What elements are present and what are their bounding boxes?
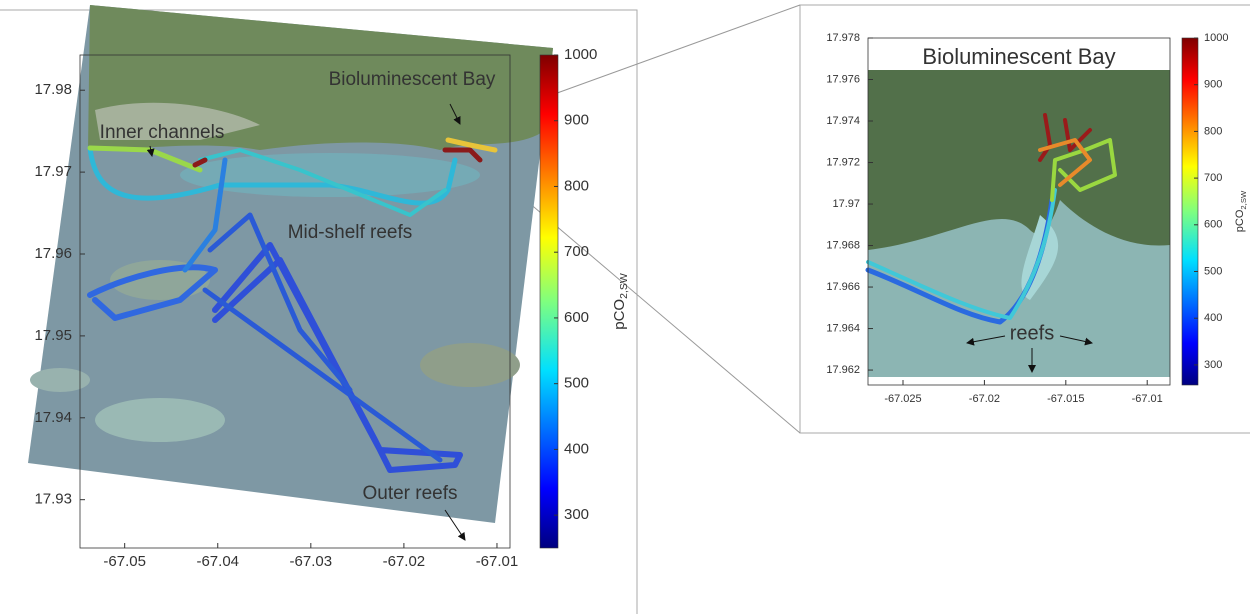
colorbar-tick-label: 400	[564, 440, 589, 457]
figure: -67.05 -67.04 -67.03 -67.02 -67.01 17.93 17.94…	[0, 0, 1250, 614]
colorbar	[1182, 38, 1198, 385]
y-tick-label: 17.93	[34, 491, 72, 508]
y-tick-label: 17.98	[34, 81, 72, 98]
colorbar-tick-label: 700	[1204, 172, 1222, 184]
colorbar-tick-label: 400	[1204, 312, 1222, 324]
x-tick-label: -67.02	[969, 393, 1000, 405]
y-tick-label: 17.95	[34, 327, 72, 344]
y-tick-label: 17.972	[826, 156, 860, 168]
colorbar-tick-label: 500	[1204, 265, 1222, 277]
annotation: Bioluminescent Bay	[329, 69, 496, 90]
colorbar-label-sub: 2,SW	[618, 273, 630, 299]
colorbar-tick-label: 1000	[564, 46, 597, 63]
y-tick-label: 17.94	[34, 409, 72, 426]
panel-title: Bioluminescent Bay	[922, 44, 1115, 69]
colorbar-tick-label: 800	[1204, 125, 1222, 137]
y-tick-label: 17.96	[34, 245, 72, 262]
x-tick-label: -67.025	[884, 393, 921, 405]
x-tick-label: -67.015	[1047, 393, 1084, 405]
colorbar-tick-label: 300	[1204, 359, 1222, 371]
colorbar-tick-label: 800	[564, 177, 589, 194]
colorbar-label: pCO2,SW	[1234, 190, 1248, 232]
x-tick-label: -67.02	[383, 553, 426, 570]
x-tick-label: -67.04	[196, 553, 239, 570]
colorbar-tick-label: 300	[564, 506, 589, 523]
annotation: Inner channels	[100, 122, 225, 143]
colorbar-tick-label: 900	[564, 112, 589, 129]
y-tick-label: 17.97	[34, 163, 72, 180]
y-tick-label: 17.962	[826, 364, 860, 376]
annotation: Mid-shelf reefs	[288, 222, 413, 243]
colorbar-tick-label: 700	[564, 243, 589, 260]
colorbar-tick-label: 900	[1204, 79, 1222, 91]
colorbar-label: pCO2,SW	[611, 273, 630, 330]
y-tick-label: 17.978	[826, 32, 860, 44]
x-tick-label: -67.03	[290, 553, 333, 570]
colorbar-label-sub: 2,SW	[1239, 190, 1248, 210]
y-tick-label: 17.976	[826, 73, 860, 85]
y-tick-label: 17.964	[826, 322, 860, 334]
colorbar-tick-label: 600	[564, 309, 589, 326]
colorbar-tick-label: 600	[1204, 219, 1222, 231]
x-tick-label: -67.01	[1132, 393, 1163, 405]
y-tick-label: 17.974	[826, 115, 860, 127]
x-tick-label: -67.05	[103, 553, 146, 570]
annotation: Outer reefs	[362, 483, 457, 504]
x-tick-label: -67.01	[476, 553, 519, 570]
colorbar	[540, 55, 558, 548]
y-tick-label: 17.968	[826, 239, 860, 251]
colorbar-label-main: pCO	[611, 299, 628, 330]
colorbar-tick-label: 500	[564, 375, 589, 392]
y-tick-label: 17.966	[826, 281, 860, 293]
colorbar-label-main: pCO	[1234, 209, 1246, 232]
annotation: reefs	[1010, 322, 1054, 344]
y-tick-label: 17.97	[832, 198, 860, 210]
colorbar-tick-label: 1000	[1204, 32, 1228, 44]
